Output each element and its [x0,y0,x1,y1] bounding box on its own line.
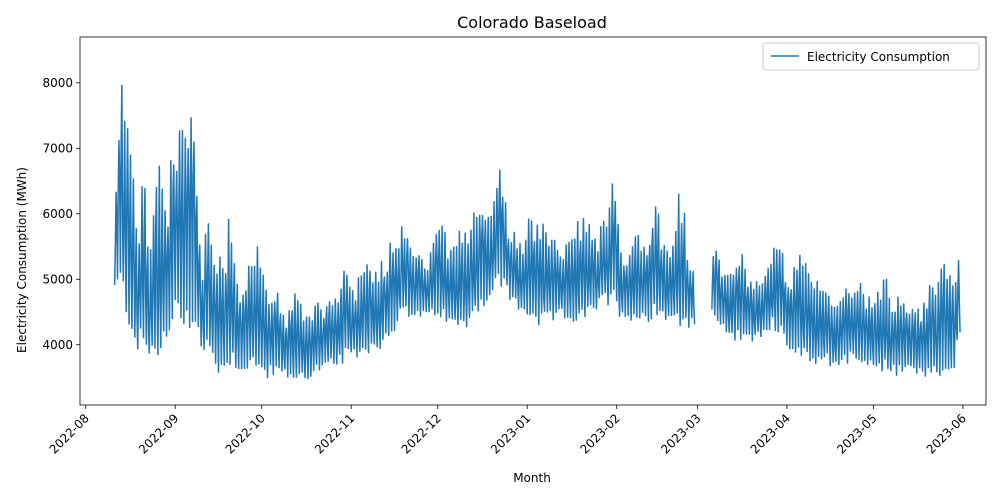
x-tick-label: 2023-03 [658,411,703,456]
chart-title: Colorado Baseload [457,13,607,32]
series-layer [113,84,961,380]
y-tick-label: 5000 [42,272,73,286]
x-tick-label: 2023-04 [748,411,793,456]
x-axis-label: Month [513,471,551,485]
y-tick-label: 6000 [42,207,73,221]
series-line-segment-2 [711,247,961,377]
x-tick-label: 2023-06 [924,411,969,456]
legend: Electricity Consumption [762,42,980,71]
x-axis-ticks: 2022-08 2022-09 2022-10 2022-11 2022-12 2023-… [47,405,969,457]
y-axis-ticks: 4000 5000 6000 7000 8000 [42,76,80,352]
legend-label: Electricity Consumption [807,50,950,64]
x-tick-label: 2022-10 [223,411,268,456]
x-tick-label: 2022-11 [312,411,357,456]
series-line-segment-1 [113,84,696,380]
x-tick-label: 2023-05 [834,411,879,456]
y-axis-label: Electricity Consumption (MWh) [15,167,29,353]
y-tick-label: 8000 [42,76,73,90]
x-tick-label: 2023-01 [488,411,533,456]
legend-box [762,42,980,71]
y-tick-label: 4000 [42,338,73,352]
x-tick-label: 2022-08 [47,411,92,456]
y-tick-label: 7000 [42,141,73,155]
plot-frame [79,36,987,406]
x-tick-label: 2023-02 [577,411,622,456]
x-tick-label: 2022-12 [399,411,444,456]
x-tick-label: 2022-09 [136,411,181,456]
